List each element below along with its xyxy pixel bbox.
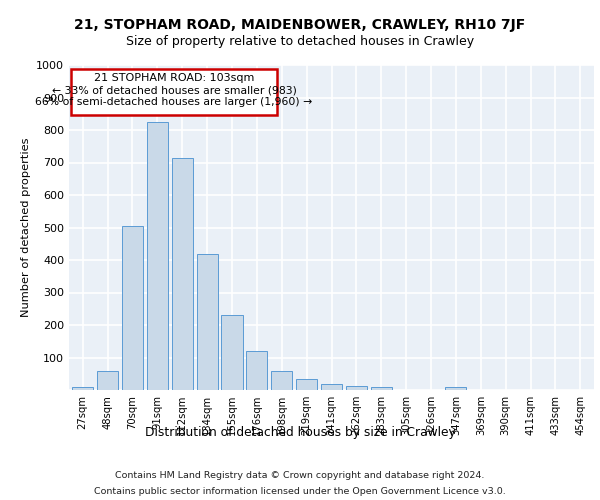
FancyBboxPatch shape [71,69,277,116]
Bar [97,370,118,390]
Bar [371,387,392,390]
Bar [72,388,93,390]
Text: 21 STOPHAM ROAD: 103sqm: 21 STOPHAM ROAD: 103sqm [94,73,254,83]
Bar [346,386,367,390]
Text: ← 33% of detached houses are smaller (983): ← 33% of detached houses are smaller (98… [52,85,296,95]
Bar [197,254,218,390]
Y-axis label: Number of detached properties: Number of detached properties [20,138,31,318]
Bar [221,316,242,390]
Text: Size of property relative to detached houses in Crawley: Size of property relative to detached ho… [126,35,474,48]
Bar [246,351,268,390]
Bar [445,387,466,390]
Text: Contains HM Land Registry data © Crown copyright and database right 2024.: Contains HM Land Registry data © Crown c… [115,472,485,480]
Text: 66% of semi-detached houses are larger (1,960) →: 66% of semi-detached houses are larger (… [35,97,313,107]
Bar [271,372,292,390]
Text: Contains public sector information licensed under the Open Government Licence v3: Contains public sector information licen… [94,486,506,496]
Bar [147,122,168,390]
Bar [172,158,193,390]
Text: 21, STOPHAM ROAD, MAIDENBOWER, CRAWLEY, RH10 7JF: 21, STOPHAM ROAD, MAIDENBOWER, CRAWLEY, … [74,18,526,32]
Bar [296,378,317,390]
Text: Distribution of detached houses by size in Crawley: Distribution of detached houses by size … [145,426,455,439]
Bar [321,384,342,390]
Bar [122,226,143,390]
